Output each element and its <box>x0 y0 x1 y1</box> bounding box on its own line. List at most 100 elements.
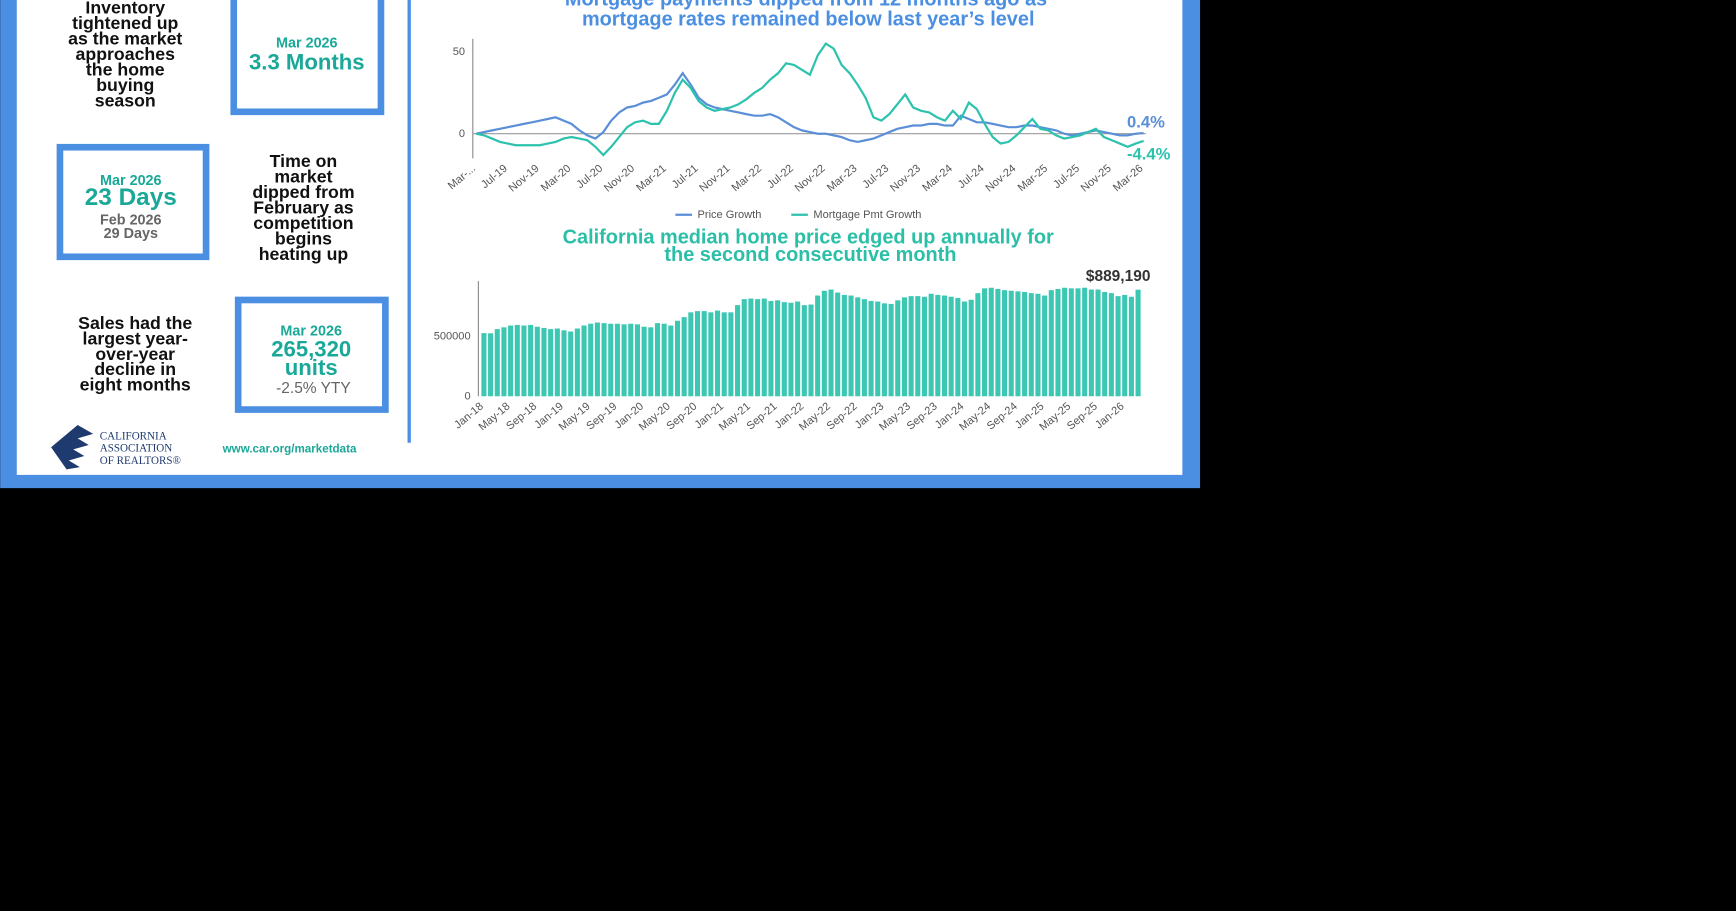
bar <box>588 323 594 397</box>
bar <box>815 295 821 397</box>
bar <box>594 322 600 397</box>
bar <box>1042 295 1048 397</box>
box-period: Mar 2026 <box>276 36 338 52</box>
bar <box>621 324 627 397</box>
bar <box>1082 287 1088 397</box>
bar <box>668 325 674 397</box>
text-line: eight months <box>80 375 191 395</box>
bar <box>648 327 654 397</box>
bar <box>634 324 640 397</box>
text-line: Inventory <box>85 0 165 17</box>
bar <box>541 327 547 397</box>
bar <box>835 292 841 397</box>
box-value: 3.3 Months <box>249 50 365 75</box>
bar <box>975 293 981 397</box>
data-label: -4.4% <box>1127 145 1171 164</box>
bar <box>628 323 634 397</box>
text-line: largest year- <box>83 328 188 348</box>
bar <box>514 324 520 397</box>
text-line: Time on <box>270 151 338 171</box>
bar <box>1102 291 1108 397</box>
bar <box>955 297 961 397</box>
text-line: the home <box>86 59 165 79</box>
bar <box>534 326 540 397</box>
bar <box>908 296 914 397</box>
bar <box>1035 293 1041 397</box>
text-line: decline in <box>94 359 176 379</box>
box-value: 265,320 <box>271 336 351 361</box>
bar <box>748 298 754 397</box>
bar <box>868 300 874 397</box>
bar <box>521 325 527 397</box>
text-line: market <box>274 167 332 187</box>
bar <box>694 311 701 397</box>
bar <box>715 310 721 397</box>
bar <box>888 303 894 397</box>
data-label: $889,190 <box>1086 268 1151 285</box>
bar <box>1135 289 1141 397</box>
text-line: approaches <box>76 44 176 64</box>
bar <box>1068 288 1074 397</box>
bar <box>1095 289 1101 397</box>
bar <box>701 311 707 397</box>
bar <box>1008 290 1014 397</box>
bar <box>494 329 500 397</box>
bar <box>761 298 767 397</box>
bar <box>681 317 687 397</box>
bar <box>601 323 607 397</box>
bar <box>548 329 554 397</box>
bar <box>988 287 994 397</box>
bar <box>901 297 907 397</box>
bar <box>581 325 587 397</box>
bar <box>688 312 694 397</box>
bar <box>982 288 988 397</box>
bar <box>1028 293 1034 397</box>
bar <box>881 303 887 397</box>
text-line: heating up <box>259 244 349 264</box>
time-on-market-text: Time on market dipped from February as c… <box>252 151 354 264</box>
box-prior-value: 29 Days <box>104 226 158 242</box>
bar <box>995 288 1001 397</box>
bar <box>1048 290 1054 397</box>
url[interactable]: www.car.org/marketdata <box>222 443 357 456</box>
bar <box>735 305 741 397</box>
chart-title: California median home price edged up an… <box>563 227 1054 249</box>
bar <box>921 296 928 397</box>
bar <box>481 333 487 397</box>
bar <box>554 328 560 397</box>
bar <box>855 297 861 397</box>
bar <box>848 295 854 397</box>
text-line: as the market <box>68 28 182 48</box>
chart-title: Mortgage payments dipped from 12 months … <box>565 0 1047 11</box>
bar <box>501 327 507 397</box>
bar <box>968 299 974 397</box>
stat-box <box>230 0 385 116</box>
bar <box>1115 296 1121 397</box>
box-value: 23 Days <box>85 184 177 211</box>
bar <box>935 294 941 397</box>
bar <box>1062 287 1068 397</box>
bar <box>508 325 514 397</box>
text-line: begins <box>275 229 332 249</box>
chart-title: the second consecutive month <box>664 244 956 266</box>
bar <box>1055 288 1061 397</box>
bar <box>861 299 867 397</box>
text-line: season <box>95 90 156 110</box>
bar <box>768 300 774 397</box>
bar <box>708 312 714 397</box>
bar <box>788 302 794 397</box>
text-line: buying <box>96 75 154 95</box>
logo-text: OF REALTORS® <box>100 455 181 467</box>
logo: CALIFORNIA ASSOCIATION OF REALTORS® <box>51 425 181 470</box>
bar <box>561 330 567 397</box>
logo-text: ASSOCIATION <box>100 443 172 455</box>
logo-text: CALIFORNIA <box>100 430 167 442</box>
y-tick-label: 0 <box>464 391 470 403</box>
text-line: Sales had the <box>78 313 192 333</box>
data-label: 0.4% <box>1127 113 1165 132</box>
text-line: over-year <box>95 344 175 364</box>
bar <box>654 323 661 397</box>
bar <box>961 301 968 397</box>
line-series <box>475 71 1144 144</box>
